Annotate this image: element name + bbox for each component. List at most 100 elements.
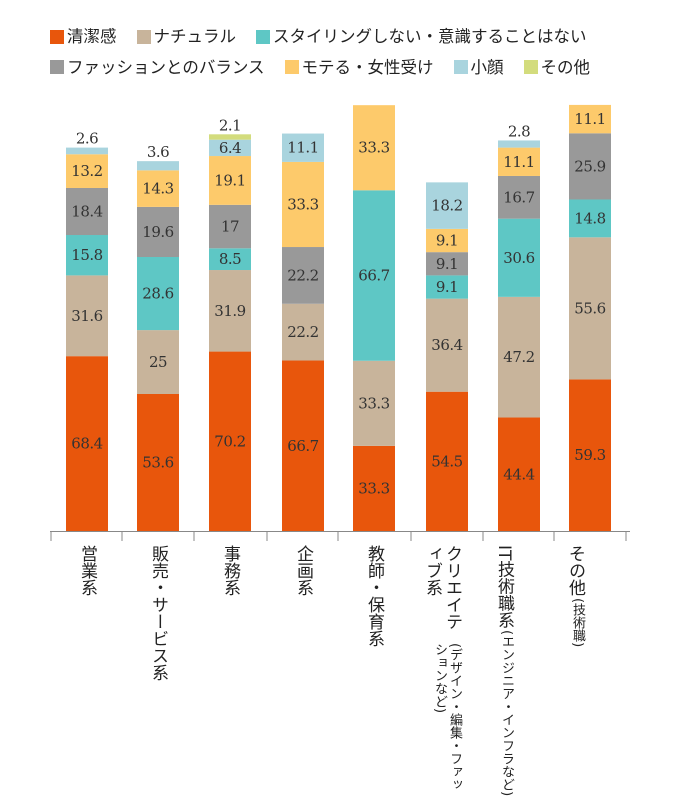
legend-item: 小顔 [453,53,504,82]
category-sub: (技術職) [570,598,585,648]
data-label: 2.1 [219,116,241,134]
category-main: 営業系 [77,545,97,596]
data-label: 31.6 [71,307,102,325]
category-sub: (デザイン・編集・ファッションなど) [432,643,462,792]
data-label: 2.8 [508,122,530,140]
bar-segment [353,445,395,531]
category-sub: (エンジニア・インフラなど) [499,630,514,797]
data-label: 36.4 [431,336,462,354]
legend-swatch [523,60,538,74]
data-label: 25 [149,353,167,371]
bar-segment [426,182,468,229]
legend-label: その他 [540,57,591,77]
data-label: 33.3 [287,195,318,213]
data-label: 55.6 [574,299,605,317]
bar-segment [498,147,540,176]
bar-segment [282,247,324,304]
bar-segment [498,140,540,148]
legend-swatch [136,29,151,44]
data-label: 33.3 [358,479,389,497]
legend-swatch [284,60,299,74]
bar-segment [569,379,611,531]
bar-segment [282,360,324,531]
data-label: 59.3 [574,446,605,464]
bar-segment [209,156,251,205]
data-label: 18.4 [71,203,102,221]
data-label: 11.1 [503,153,534,171]
category-main: 企画系 [293,545,313,596]
data-label: 11.1 [574,110,605,128]
data-label: 31.9 [214,302,245,320]
data-label: 2.6 [76,130,98,148]
bar-segment [353,190,395,361]
legend-item: ナチュラル [136,22,237,51]
bar-segment [569,237,611,380]
legend: 清潔感 ナチュラル スタイリングしない・意識することはない ファッションとのバランス モ… [50,22,670,83]
bar-segment [66,275,108,357]
bar-segment [66,187,108,236]
data-label: 9.1 [436,232,458,250]
bar-segment [498,175,540,219]
data-label: 14.3 [142,180,173,198]
category-label: 営業系 [77,545,97,596]
data-label: 66.7 [358,267,389,285]
bar-segment [137,256,179,331]
data-label: 28.6 [142,285,173,303]
bar-segment [137,206,179,257]
data-label: 30.6 [503,249,534,267]
legend-item: ファッションとのバランス [50,53,265,82]
category-main: 教師・保育系 [364,545,384,647]
bar-segment [137,330,179,394]
bar-segment [66,154,108,188]
category-main: その他 [565,545,585,596]
data-label: 19.6 [142,223,173,241]
legend-label: 清潔感 [67,27,117,46]
legend-swatch [453,60,468,74]
legend-swatch [256,29,270,44]
data-label: 33.3 [358,139,389,157]
data-label: 6.4 [219,139,241,157]
bar-segment [353,105,395,191]
data-label: 68.4 [71,435,102,453]
bar-segment [66,147,108,155]
data-label: 19.1 [214,171,245,189]
bar-segment [426,298,468,392]
legend-label: スタイリングしない・意識することはない [273,27,587,46]
legend-item: 清潔感 [50,22,117,51]
bar-segment [426,275,468,299]
data-label: 14.8 [574,209,605,227]
data-label: 13.2 [71,162,102,180]
legend-label: 小顔 [470,57,504,77]
data-label: 70.2 [214,432,245,450]
data-label: 22.2 [287,266,318,284]
legend-label: ナチュラル [153,27,237,46]
category-label: 企画系 [293,545,313,596]
bar-segment [209,134,251,140]
bar-segment [569,133,611,200]
bar-segment [137,393,179,531]
category-label: その他 (技術職) [565,545,585,647]
legend-label: モテる・女性受け [301,57,434,77]
bar-segment [569,199,611,238]
bar-segment [282,133,324,162]
legend-label: ファッションとのバランス [67,57,265,77]
bar-segment [569,104,611,134]
bar-segment [498,417,540,531]
data-label: 53.6 [142,453,173,471]
data-label: 66.7 [287,437,318,455]
bar-segment [209,204,251,249]
bar-segment [209,270,251,352]
category-main: IT技術職系 [494,545,514,629]
legend-swatch [50,29,64,44]
category-main: 事務系 [220,545,240,596]
bar-segment [498,218,540,297]
data-label: 16.7 [503,188,534,206]
bar-segment [282,161,324,248]
bar-segment [282,303,324,361]
legend-item: その他 [523,53,591,82]
category-label: IT技術職系 (エンジニア・インフラなど) [494,545,514,797]
legend-item: スタイリングしない・意識することはない [256,22,587,51]
data-label: 9.1 [436,255,458,273]
